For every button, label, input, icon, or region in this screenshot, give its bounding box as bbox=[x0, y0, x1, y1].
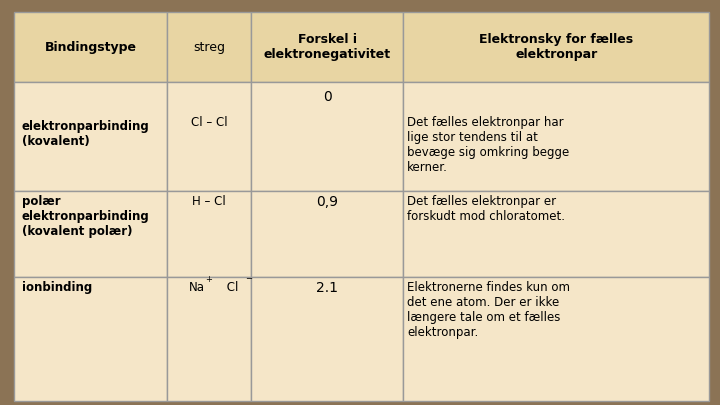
Text: streg: streg bbox=[193, 40, 225, 53]
Text: −: − bbox=[245, 275, 252, 284]
Bar bbox=[14, 277, 167, 401]
Bar bbox=[251, 82, 403, 191]
Text: Bindingstype: Bindingstype bbox=[45, 40, 137, 53]
Bar bbox=[167, 277, 251, 401]
Text: polær
elektronparbinding
(kovalent polær): polær elektronparbinding (kovalent polær… bbox=[22, 195, 149, 238]
Bar bbox=[167, 12, 251, 82]
Text: 2.1: 2.1 bbox=[316, 281, 338, 294]
Bar bbox=[251, 12, 403, 82]
Text: Elektronsky for fælles
elektronpar: Elektronsky for fælles elektronpar bbox=[480, 33, 634, 61]
Bar bbox=[167, 191, 251, 277]
Text: Det fælles elektronpar er
forskudt mod chloratomet.: Det fælles elektronpar er forskudt mod c… bbox=[407, 195, 565, 223]
Bar bbox=[14, 12, 167, 82]
Bar bbox=[403, 277, 709, 401]
Text: Cl: Cl bbox=[223, 281, 239, 294]
Text: Forskel i
elektronegativitet: Forskel i elektronegativitet bbox=[264, 33, 391, 61]
Text: 0: 0 bbox=[323, 90, 331, 104]
Bar bbox=[403, 12, 709, 82]
Text: +: + bbox=[205, 275, 212, 284]
Text: elektronparbinding
(kovalent): elektronparbinding (kovalent) bbox=[22, 120, 149, 148]
Bar bbox=[403, 82, 709, 191]
Text: Na: Na bbox=[189, 281, 205, 294]
Text: H – Cl: H – Cl bbox=[192, 195, 226, 208]
Bar bbox=[403, 191, 709, 277]
Text: Elektronerne findes kun om
det ene atom. Der er ikke
længere tale om et fælles
e: Elektronerne findes kun om det ene atom.… bbox=[407, 281, 570, 339]
Bar bbox=[251, 191, 403, 277]
Bar bbox=[14, 191, 167, 277]
Bar bbox=[167, 82, 251, 191]
Bar bbox=[14, 82, 167, 191]
Text: Cl – Cl: Cl – Cl bbox=[191, 116, 228, 129]
Bar bbox=[251, 277, 403, 401]
Text: ionbinding: ionbinding bbox=[22, 281, 92, 294]
Text: 0,9: 0,9 bbox=[316, 195, 338, 209]
Text: Det fælles elektronpar har
lige stor tendens til at
bevæge sig omkring begge
ker: Det fælles elektronpar har lige stor ten… bbox=[407, 116, 570, 174]
